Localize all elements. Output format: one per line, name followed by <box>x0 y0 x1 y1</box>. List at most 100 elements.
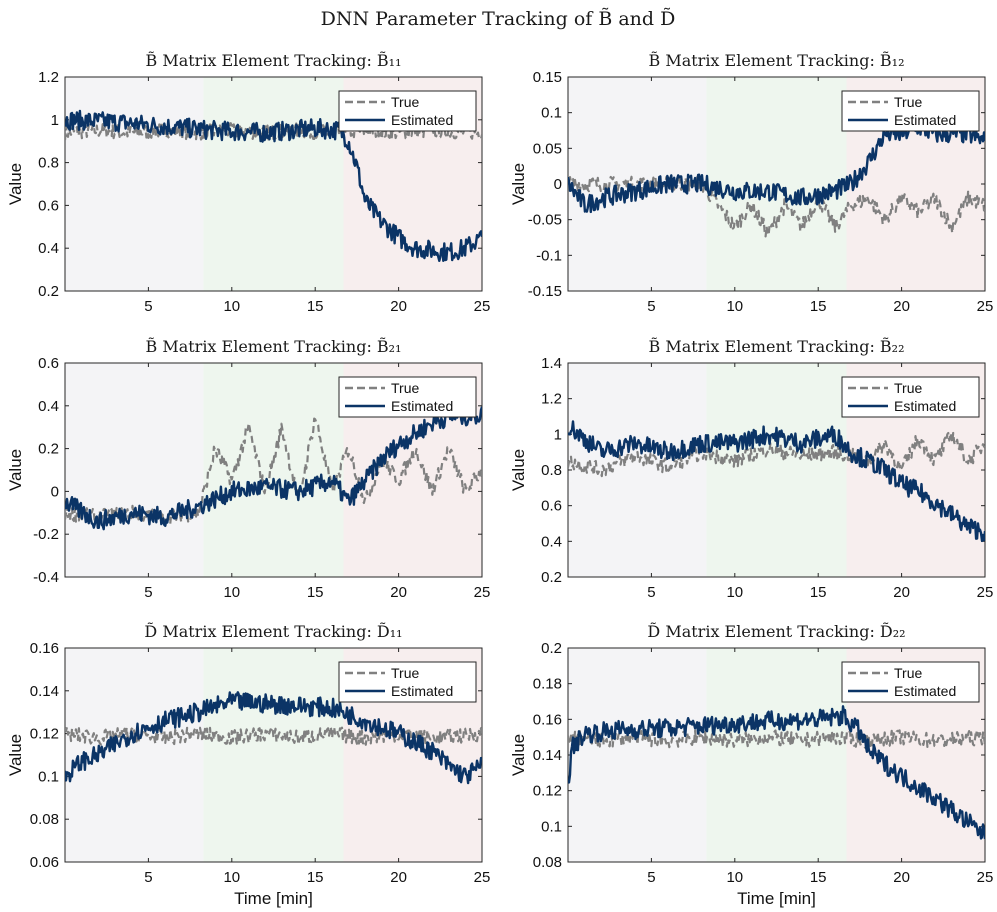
legend-label: True <box>894 665 922 681</box>
x-tick-label: 20 <box>390 298 407 315</box>
y-axis-label: Value <box>509 734 528 776</box>
y-tick-label: 0.6 <box>541 498 562 515</box>
panel-title: D̃ Matrix Element Tracking: D̃₂₂ <box>647 622 905 641</box>
y-axis-label: Value <box>6 163 25 205</box>
x-tick-label: 20 <box>893 584 910 601</box>
y-tick-label: 0.14 <box>30 683 59 700</box>
phase-band-1 <box>568 77 707 291</box>
panel-title: D̃ Matrix Element Tracking: D̃₁₁ <box>144 622 402 641</box>
panel-title: B̃ Matrix Element Tracking: B̃₂₁ <box>145 337 401 356</box>
axis-frame <box>64 362 483 578</box>
x-tick-label: 25 <box>977 869 994 886</box>
y-tick-label: 1.2 <box>541 391 562 408</box>
y-tick-label: 0.12 <box>533 783 562 800</box>
x-tick-label: 25 <box>977 298 994 315</box>
chart-panel-4: 0.2 0.4 0.6 0.8 1 1.2 1.4 5 10 15 20 25 B̃ Matrix El… <box>509 337 993 601</box>
phase-band-2 <box>203 648 344 862</box>
y-tick-label: 0.15 <box>533 69 562 86</box>
y-tick-label: 1.2 <box>38 69 59 86</box>
x-tick-label: 20 <box>893 298 910 315</box>
legend-box <box>841 90 980 132</box>
x-tick-label: 15 <box>307 298 324 315</box>
chart-panel-2: -0.15 -0.1 -0.05 0 0.05 0.1 0.15 5 10 15 20 25 B̃ Ma… <box>509 51 993 315</box>
x-tick-label: 5 <box>144 869 152 886</box>
y-tick-label: -0.15 <box>528 283 562 300</box>
y-tick-label: -0.1 <box>536 247 562 264</box>
legend-box <box>841 376 980 418</box>
x-tick-label: 25 <box>474 584 491 601</box>
legend-box <box>338 376 477 418</box>
x-tick-label: 15 <box>810 584 827 601</box>
chart-panel-6: 0.08 0.1 0.12 0.14 0.16 0.18 0.2 5 10 15 20 25 D̃ Ma… <box>509 622 993 908</box>
legend-box <box>338 661 477 703</box>
y-axis-label: Value <box>509 163 528 205</box>
phase-band-1 <box>65 77 204 291</box>
axis-frame <box>64 647 483 863</box>
legend-label: True <box>391 380 419 396</box>
legend-label: Estimated <box>391 683 453 699</box>
x-tick-label: 5 <box>144 584 152 601</box>
y-tick-label: 0.2 <box>541 569 562 586</box>
y-tick-label: 0.06 <box>30 854 59 871</box>
y-tick-label: 0.1 <box>38 768 59 785</box>
x-tick-label: 5 <box>647 584 655 601</box>
legend-label: Estimated <box>894 683 956 699</box>
y-tick-label: 0.4 <box>38 240 59 257</box>
chart-panel-1: 0.2 0.4 0.6 0.8 1 1.2 5 10 15 20 25 B̃ Matrix Eleme… <box>6 51 490 315</box>
legend-label: Estimated <box>894 112 956 128</box>
legend-label: Estimated <box>391 398 453 414</box>
x-tick-label: 15 <box>307 584 324 601</box>
panel-title: B̃ Matrix Element Tracking: B̃₂₂ <box>648 337 904 356</box>
y-tick-label: -0.05 <box>528 212 562 229</box>
y-tick-label: -0.4 <box>33 569 59 586</box>
x-tick-label: 10 <box>726 298 743 315</box>
phase-band-1 <box>65 363 204 577</box>
chart-panel-3: -0.4 -0.2 0 0.2 0.4 0.6 5 10 15 20 25 B̃ Matrix Ele… <box>6 337 490 601</box>
y-tick-label: 0.1 <box>541 105 562 122</box>
y-tick-label: 0.4 <box>38 398 59 415</box>
y-tick-label: 0.12 <box>30 726 59 743</box>
x-tick-label: 25 <box>474 869 491 886</box>
x-tick-label: 15 <box>810 298 827 315</box>
phase-band-1 <box>568 648 707 862</box>
phase-band-2 <box>706 363 847 577</box>
y-tick-label: -0.2 <box>33 526 59 543</box>
panel-title: B̃ Matrix Element Tracking: B̃₁₂ <box>648 51 904 70</box>
y-tick-label: 0.18 <box>533 676 562 693</box>
phase-band-2 <box>706 648 847 862</box>
y-tick-label: 0.05 <box>533 140 562 157</box>
y-tick-label: 1 <box>554 426 562 443</box>
x-tick-label: 10 <box>223 298 240 315</box>
y-tick-label: 0.6 <box>38 355 59 372</box>
y-tick-label: 0.8 <box>541 462 562 479</box>
legend-label: Estimated <box>391 112 453 128</box>
y-tick-label: 0.16 <box>533 711 562 728</box>
series-line-true <box>568 729 985 749</box>
y-tick-label: 0.14 <box>533 747 562 764</box>
y-axis-label: Value <box>6 734 25 776</box>
x-tick-label: 5 <box>647 298 655 315</box>
legend-box <box>338 90 477 132</box>
phase-band-1 <box>568 363 707 577</box>
y-tick-label: 1.4 <box>541 355 562 372</box>
y-tick-label: 0.6 <box>38 197 59 214</box>
series-line-estimated <box>568 420 985 543</box>
y-tick-label: 0.2 <box>38 441 59 458</box>
series-line-true <box>568 175 985 238</box>
x-tick-label: 25 <box>977 584 994 601</box>
x-tick-label: 5 <box>647 869 655 886</box>
x-tick-label: 20 <box>390 869 407 886</box>
series-line-estimated <box>65 109 482 262</box>
y-tick-label: 0.08 <box>30 811 59 828</box>
y-axis-label: Value <box>6 449 25 491</box>
chart-panel-5: 0.06 0.08 0.1 0.12 0.14 0.16 5 10 15 20 25 D̃ Matri… <box>6 622 490 908</box>
legend-label: True <box>894 94 922 110</box>
y-tick-label: 0.8 <box>38 155 59 172</box>
phase-band-1 <box>65 648 204 862</box>
series-line-estimated <box>65 405 482 531</box>
y-tick-label: 0.16 <box>30 640 59 657</box>
x-tick-label: 10 <box>726 584 743 601</box>
axis-frame <box>64 76 483 292</box>
legend-label: True <box>391 665 419 681</box>
